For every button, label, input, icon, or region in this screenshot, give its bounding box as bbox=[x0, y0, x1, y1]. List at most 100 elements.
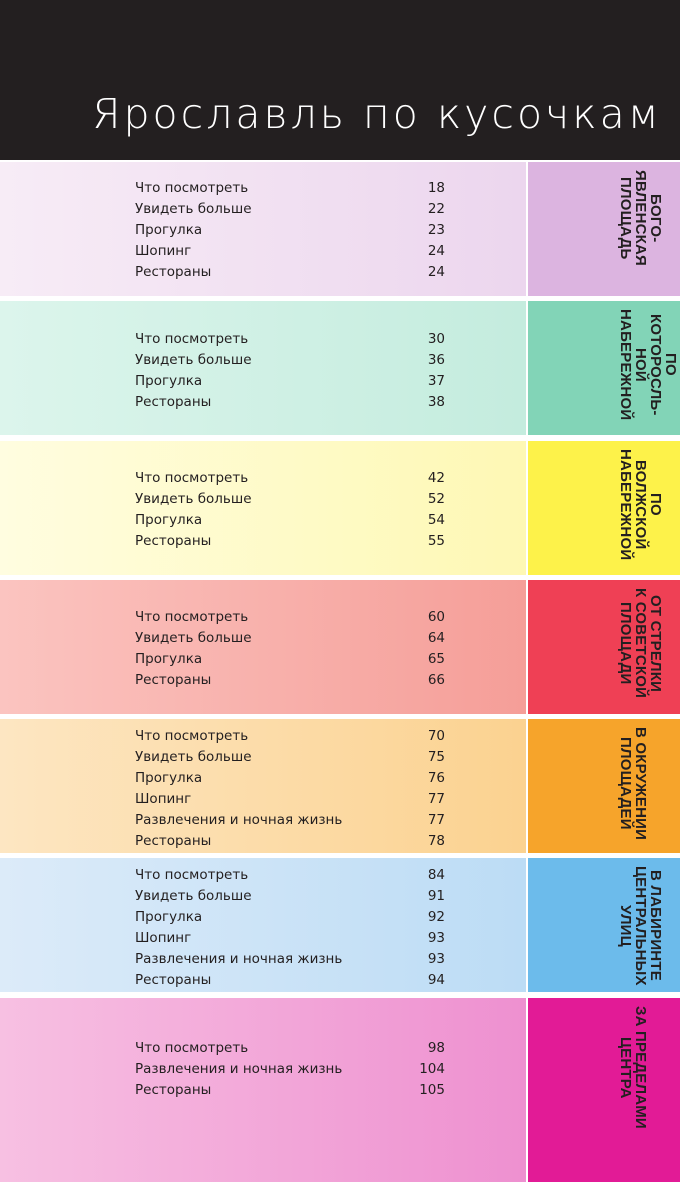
page-number: 38 bbox=[427, 394, 445, 410]
item-label: Прогулка bbox=[135, 222, 203, 238]
page-number: 18 bbox=[427, 180, 445, 196]
section-title: В ЛАБИРИНТЕ ЦЕНТРАЛЬНЫХ УЛИЦ bbox=[617, 866, 664, 986]
contents-row[interactable]: Рестораны 105 bbox=[135, 1080, 445, 1101]
section-tab: В ОКРУЖЕНИИ ПЛОЩАДЕЙ bbox=[528, 719, 680, 853]
page-number: 55 bbox=[427, 533, 445, 549]
page-number: 94 bbox=[427, 972, 445, 988]
section-tab: БОГО- ЯВЛЕНСКАЯ ПЛОЩАДЬ bbox=[528, 162, 680, 296]
contents-row[interactable]: Рестораны 38 bbox=[135, 392, 445, 413]
section-tab: В ЛАБИРИНТЕ ЦЕНТРАЛЬНЫХ УЛИЦ bbox=[528, 858, 680, 992]
section-tab: ОТ СТРЕЛКИ К СОВЕТСКОЙ ПЛОЩАДИ bbox=[528, 580, 680, 714]
item-label: Что посмотреть bbox=[135, 470, 249, 486]
page-number: 77 bbox=[427, 791, 445, 807]
page-number: 30 bbox=[427, 331, 445, 347]
section-contents: Что посмотреть 18 Увидеть больше 22 Прогулка… bbox=[135, 178, 445, 283]
contents-row[interactable]: Прогулка 65 bbox=[135, 649, 445, 670]
section-contents: Что посмотреть 42 Увидеть больше 52 Прогулка… bbox=[135, 468, 445, 552]
contents-row[interactable]: Что посмотреть 84 bbox=[135, 865, 445, 886]
contents-row[interactable]: Рестораны 78 bbox=[135, 831, 445, 852]
page-number: 70 bbox=[427, 728, 445, 744]
section-title: БОГО- ЯВЛЕНСКАЯ ПЛОЩАДЬ bbox=[617, 170, 664, 267]
page-number: 36 bbox=[427, 352, 445, 368]
section-central-streets: В ЛАБИРИНТЕ ЦЕНТРАЛЬНЫХ УЛИЦ Что посмотре… bbox=[0, 858, 680, 992]
page-number: 66 bbox=[427, 672, 445, 688]
section-body bbox=[0, 301, 526, 435]
item-label: Что посмотреть bbox=[135, 1040, 249, 1056]
item-label: Что посмотреть bbox=[135, 609, 249, 625]
contents-row[interactable]: Рестораны 66 bbox=[135, 670, 445, 691]
contents-row[interactable]: Развлечения и ночная жизнь 93 bbox=[135, 949, 445, 970]
contents-row[interactable]: Увидеть больше 91 bbox=[135, 886, 445, 907]
page-number: 105 bbox=[419, 1082, 445, 1098]
item-label: Прогулка bbox=[135, 651, 203, 667]
page-number: 37 bbox=[427, 373, 445, 389]
page-number: 22 bbox=[427, 201, 445, 217]
contents-row[interactable]: Что посмотреть 98 bbox=[135, 1038, 445, 1059]
section-contents: Что посмотреть 70 Увидеть больше 75 Прогулка… bbox=[135, 726, 445, 852]
contents-row[interactable]: Увидеть больше 36 bbox=[135, 350, 445, 371]
page-number: 65 bbox=[427, 651, 445, 667]
contents-row[interactable]: Что посмотреть 42 bbox=[135, 468, 445, 489]
section-contents: Что посмотреть 98 Развлечения и ночная жиз… bbox=[135, 1038, 445, 1101]
page-number: 93 bbox=[427, 951, 445, 967]
contents-row[interactable]: Развлечения и ночная жизнь 77 bbox=[135, 810, 445, 831]
item-label: Шопинг bbox=[135, 930, 192, 946]
contents-row[interactable]: Увидеть больше 64 bbox=[135, 628, 445, 649]
page-header: Ярославль по кусочкам bbox=[0, 0, 680, 160]
contents-row[interactable]: Прогулка 37 bbox=[135, 371, 445, 392]
page-number: 91 bbox=[427, 888, 445, 904]
section-kotorosl: ПО КОТОРОСЛЬ- НОЙ НАБЕРЕЖНОЙ Что посмотре… bbox=[0, 301, 680, 435]
section-title: ЗА ПРЕДЕЛАМИ ЦЕНТРА bbox=[617, 1006, 649, 1129]
item-label: Рестораны bbox=[135, 533, 212, 549]
section-strelka: ОТ СТРЕЛКИ К СОВЕТСКОЙ ПЛОЩАДИ Что посмот… bbox=[0, 580, 680, 714]
contents-row[interactable]: Что посмотреть 18 bbox=[135, 178, 445, 199]
contents-row[interactable]: Прогулка 23 bbox=[135, 220, 445, 241]
contents-row[interactable]: Рестораны 94 bbox=[135, 970, 445, 991]
contents-row[interactable]: Прогулка 92 bbox=[135, 907, 445, 928]
item-label: Развлечения и ночная жизнь bbox=[135, 951, 343, 967]
item-label: Рестораны bbox=[135, 394, 212, 410]
section-outside-center: ЗА ПРЕДЕЛАМИ ЦЕНТРА Что посмотреть 98 Развл… bbox=[0, 998, 680, 1182]
contents-row[interactable]: Прогулка 54 bbox=[135, 510, 445, 531]
contents-row[interactable]: Развлечения и ночная жизнь 104 bbox=[135, 1059, 445, 1080]
contents-row[interactable]: Увидеть больше 22 bbox=[135, 199, 445, 220]
contents-row[interactable]: Что посмотреть 30 bbox=[135, 329, 445, 350]
page-number: 24 bbox=[427, 243, 445, 259]
section-body bbox=[0, 580, 526, 714]
contents-row[interactable]: Рестораны 55 bbox=[135, 531, 445, 552]
contents-row[interactable]: Шопинг 93 bbox=[135, 928, 445, 949]
item-label: Рестораны bbox=[135, 972, 212, 988]
item-label: Что посмотреть bbox=[135, 728, 249, 744]
section-tab: ПО ВОЛЖСКОЙ НАБЕРЕЖНОЙ bbox=[528, 441, 680, 575]
item-label: Рестораны bbox=[135, 264, 212, 280]
contents-row[interactable]: Шопинг 24 bbox=[135, 241, 445, 262]
item-label: Рестораны bbox=[135, 672, 212, 688]
section-tab: ПО КОТОРОСЛЬ- НОЙ НАБЕРЕЖНОЙ bbox=[528, 301, 680, 435]
page-number: 54 bbox=[427, 512, 445, 528]
section-title: В ОКРУЖЕНИИ ПЛОЩАДЕЙ bbox=[617, 727, 649, 841]
item-label: Прогулка bbox=[135, 512, 203, 528]
contents-row[interactable]: Шопинг 77 bbox=[135, 789, 445, 810]
contents-row[interactable]: Прогулка 76 bbox=[135, 768, 445, 789]
item-label: Увидеть больше bbox=[135, 888, 252, 904]
page-title: Ярославль по кусочкам bbox=[92, 90, 662, 138]
contents-row[interactable]: Рестораны 24 bbox=[135, 262, 445, 283]
contents-row[interactable]: Что посмотреть 70 bbox=[135, 726, 445, 747]
section-title: ОТ СТРЕЛКИ К СОВЕТСКОЙ ПЛОЩАДИ bbox=[617, 588, 664, 699]
page-number: 76 bbox=[427, 770, 445, 786]
item-label: Прогулка bbox=[135, 373, 203, 389]
item-label: Шопинг bbox=[135, 791, 192, 807]
item-label: Развлечения и ночная жизнь bbox=[135, 1061, 343, 1077]
section-body bbox=[0, 162, 526, 296]
page-number: 64 bbox=[427, 630, 445, 646]
item-label: Увидеть больше bbox=[135, 352, 252, 368]
section-body bbox=[0, 719, 526, 853]
item-label: Что посмотреть bbox=[135, 331, 249, 347]
item-label: Шопинг bbox=[135, 243, 192, 259]
page-number: 23 bbox=[427, 222, 445, 238]
page-number: 42 bbox=[427, 470, 445, 486]
contents-row[interactable]: Увидеть больше 52 bbox=[135, 489, 445, 510]
page-number: 52 bbox=[427, 491, 445, 507]
contents-row[interactable]: Увидеть больше 75 bbox=[135, 747, 445, 768]
contents-row[interactable]: Что посмотреть 60 bbox=[135, 607, 445, 628]
